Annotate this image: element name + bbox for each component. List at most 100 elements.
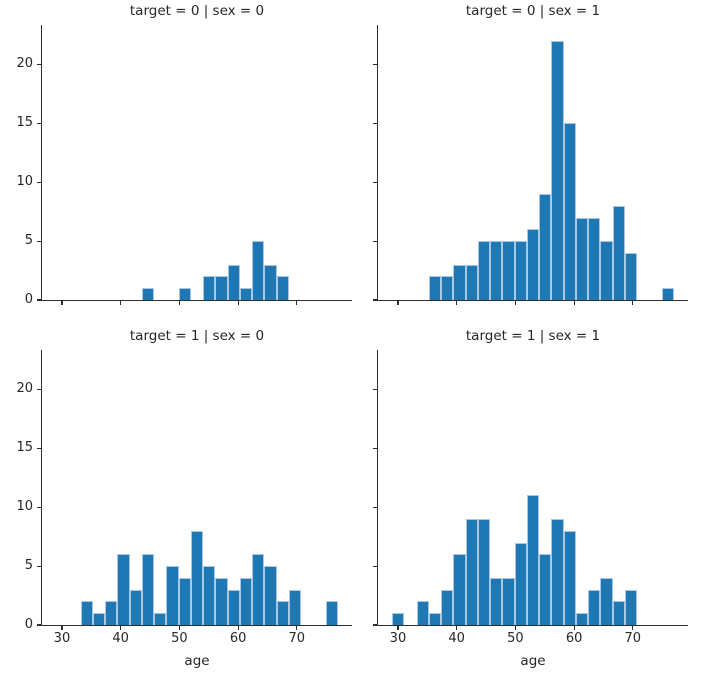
y-tick-label: 5 xyxy=(24,558,33,574)
histogram-bar xyxy=(178,577,191,625)
facet-title: target = 0 | sex = 1 xyxy=(465,3,601,19)
histogram-bar xyxy=(563,530,576,625)
x-tick-mark xyxy=(237,626,239,631)
y-tick-mark xyxy=(372,181,377,183)
x-tick-label: 40 xyxy=(448,631,465,646)
y-tick-mark xyxy=(36,122,41,124)
histogram-bar xyxy=(215,276,228,300)
histogram-bar xyxy=(563,123,576,300)
histogram-bar xyxy=(252,241,265,300)
y-tick-label: 5 xyxy=(24,233,33,249)
histogram-bar xyxy=(624,252,638,300)
histogram-bar xyxy=(588,589,601,625)
y-tick-mark xyxy=(372,388,377,391)
histogram-bar xyxy=(539,194,552,300)
histogram-bar xyxy=(661,288,674,300)
histogram-bar xyxy=(441,589,454,625)
histogram-bar xyxy=(117,554,130,625)
x-tick-mark xyxy=(397,626,399,631)
histogram-bar xyxy=(588,217,601,300)
histogram-bar xyxy=(276,601,289,625)
histogram-bar xyxy=(416,601,429,625)
histogram-bar xyxy=(80,601,93,625)
x-tick-mark xyxy=(237,301,239,306)
histogram-bar xyxy=(141,554,155,625)
y-tick-mark xyxy=(36,506,41,508)
histogram-bar xyxy=(612,205,625,300)
x-tick-label: 70 xyxy=(288,631,306,646)
x-tick-mark xyxy=(397,301,399,306)
y-tick-mark xyxy=(36,181,41,183)
y-tick-mark xyxy=(372,624,377,626)
histogram-bar xyxy=(600,241,613,300)
x-tick-mark xyxy=(456,626,458,631)
x-axis-spine xyxy=(40,300,352,302)
y-axis-spine xyxy=(376,25,378,302)
x-axis-label: age xyxy=(520,653,546,669)
histogram-bar xyxy=(264,566,277,625)
x-tick-label: 40 xyxy=(112,631,129,646)
histogram-bar xyxy=(502,577,515,625)
y-tick-mark xyxy=(36,63,41,66)
y-tick-label: 20 xyxy=(16,381,33,397)
histogram-bar xyxy=(190,530,204,625)
plot-area-target0-sex1 xyxy=(372,25,688,306)
histogram-bar xyxy=(239,577,253,625)
histogram-bar xyxy=(325,601,338,625)
histogram-bar xyxy=(551,40,564,300)
facet-target0-sex1: target = 0 | sex = 1 xyxy=(372,3,688,306)
facet-title: target = 1 | sex = 1 xyxy=(465,328,601,344)
histogram-bar xyxy=(215,577,228,625)
y-tick-mark xyxy=(372,299,377,301)
histogram-bar xyxy=(227,264,240,300)
x-tick-label: 60 xyxy=(565,631,583,646)
histogram-bar xyxy=(539,554,552,625)
histogram-bar xyxy=(624,589,638,625)
histogram-bar xyxy=(477,241,491,300)
y-tick-mark xyxy=(372,447,377,449)
histogram-bar xyxy=(178,288,191,300)
histogram-bar xyxy=(465,519,478,625)
histogram-bar xyxy=(612,601,625,625)
histogram-bar xyxy=(166,566,179,625)
histogram-bar xyxy=(465,264,478,300)
histogram-bar xyxy=(392,613,405,625)
x-tick-mark xyxy=(120,626,122,631)
histogram-bar xyxy=(526,229,540,300)
plot-area-target1-sex1: 30 40 50 60 70 xyxy=(372,350,688,646)
histogram-bar xyxy=(502,241,515,300)
histogram-bar xyxy=(239,288,253,300)
y-tick-mark xyxy=(36,388,41,391)
y-tick-label: 10 xyxy=(16,499,33,515)
histogram-bar xyxy=(490,241,503,300)
histogram-bar xyxy=(526,495,540,625)
histogram-bar xyxy=(227,589,240,625)
x-axis-spine xyxy=(376,300,688,302)
histogram-bar xyxy=(264,264,277,300)
histogram-bar xyxy=(514,542,527,625)
histogram-bar xyxy=(490,577,503,625)
x-axis-spine xyxy=(376,625,688,627)
histogram-bar xyxy=(441,276,454,300)
x-tick-mark xyxy=(296,301,298,306)
y-tick-label: 0 xyxy=(24,617,33,632)
y-axis-spine xyxy=(40,25,42,302)
facet-target1-sex1: target = 1 | sex = 1 30 40 50 60 70 age xyxy=(372,328,688,669)
histogram-bar xyxy=(252,554,265,625)
histogram-bar xyxy=(428,613,442,625)
histogram-bar xyxy=(551,519,564,625)
histogram-bar xyxy=(514,241,527,300)
x-tick-mark xyxy=(632,626,634,631)
y-axis-spine xyxy=(40,350,42,627)
histogram-bar xyxy=(575,613,589,625)
x-tick-mark xyxy=(61,626,63,631)
plot-area-target0-sex0: 0 5 10 15 20 xyxy=(16,25,352,307)
x-tick-mark xyxy=(61,301,63,306)
x-tick-label: 30 xyxy=(53,631,71,646)
histogram-bar xyxy=(453,264,466,300)
histogram-bar xyxy=(203,566,216,625)
x-tick-label: 30 xyxy=(389,631,407,646)
histogram-bar xyxy=(276,276,289,300)
histogram-bar xyxy=(141,288,155,300)
x-tick-mark xyxy=(456,301,458,306)
